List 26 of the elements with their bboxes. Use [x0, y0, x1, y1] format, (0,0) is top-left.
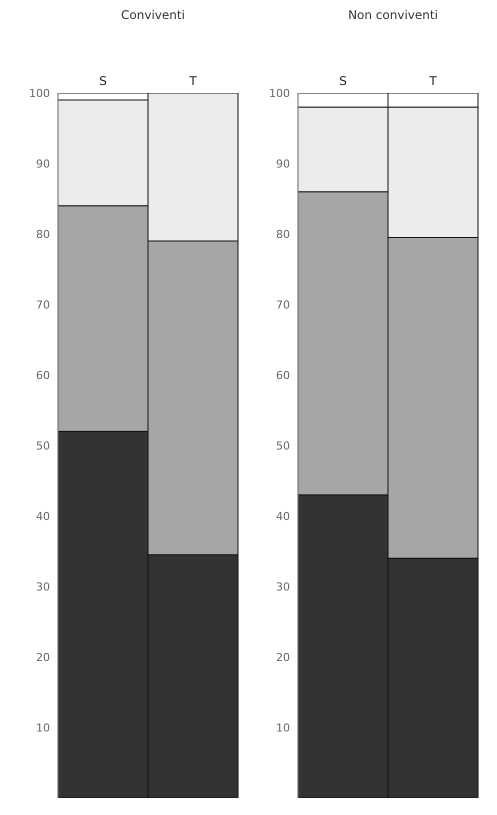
chart-title: Conviventi — [120, 8, 186, 24]
y-tick-label: 80 — [36, 228, 50, 241]
y-tick-label: 30 — [36, 580, 50, 594]
y-tick-label: 10 — [36, 721, 50, 734]
x-tick-label: T — [428, 74, 438, 88]
y-tick-label: 90 — [276, 157, 290, 170]
y-tick-label: 40 — [276, 510, 290, 523]
y-tick-label: 40 — [36, 510, 50, 523]
y-tick-label: 70 — [276, 298, 290, 312]
y-tick-label: 50 — [36, 439, 50, 452]
y-tick-label: 20 — [276, 650, 290, 664]
y-tick-label: 60 — [276, 368, 290, 382]
y-tick-label: 60 — [36, 368, 50, 382]
y-tick-label: 10 — [276, 721, 290, 734]
y-tick-label: 90 — [36, 157, 50, 170]
y-tick-label: 80 — [276, 228, 290, 241]
x-tick-label: S — [99, 74, 107, 88]
y-tick-label: 20 — [36, 650, 50, 664]
y-tick-label: 50 — [276, 439, 290, 452]
y-tick-label: 100 — [269, 86, 290, 100]
y-tick-label: 100 — [29, 86, 50, 100]
chart-title: Non conviventi — [347, 8, 439, 24]
y-tick-label: 30 — [276, 580, 290, 594]
x-tick-label: S — [339, 74, 347, 88]
x-tick-label: T — [188, 74, 198, 88]
y-tick-label: 70 — [36, 298, 50, 312]
